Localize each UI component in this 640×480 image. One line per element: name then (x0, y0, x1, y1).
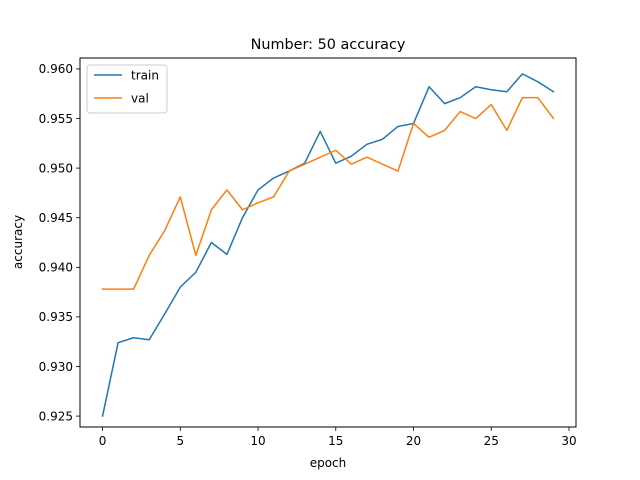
legend-label-train: train (131, 69, 159, 83)
y-tick-label: 0.940 (39, 261, 73, 275)
x-tick-label: 5 (176, 434, 184, 448)
y-tick-label: 0.925 (39, 409, 73, 423)
series-line-train (101, 73, 555, 417)
x-tick-label: 30 (561, 434, 576, 448)
x-tick-label: 15 (328, 434, 343, 448)
legend: train val (86, 64, 168, 114)
series-line-val (101, 96, 555, 290)
y-tick-label: 0.945 (39, 211, 73, 225)
legend-box (86, 64, 168, 114)
x-tick-label: 10 (250, 434, 265, 448)
y-tick-label: 0.955 (39, 112, 73, 126)
plot-lines (101, 73, 555, 417)
x-axis-label: epoch (310, 456, 347, 470)
plot-frame (79, 57, 577, 428)
y-axis-ticks: 0.925 0.930 0.935 0.940 0.945 0.950 0.955 0.960 (39, 62, 80, 423)
y-tick-label: 0.960 (39, 62, 73, 76)
y-axis-label: accuracy (11, 215, 25, 269)
x-tick-label: 25 (484, 434, 499, 448)
y-tick-label: 0.950 (39, 161, 73, 175)
x-axis-ticks: 0 5 10 15 20 25 30 (99, 427, 577, 448)
chart-title: Number: 50 accuracy (251, 37, 406, 53)
x-tick-label: 20 (406, 434, 421, 448)
x-tick-label: 0 (99, 434, 107, 448)
y-tick-label: 0.935 (39, 310, 73, 324)
legend-label-val: val (131, 92, 149, 106)
y-tick-label: 0.930 (39, 360, 73, 374)
